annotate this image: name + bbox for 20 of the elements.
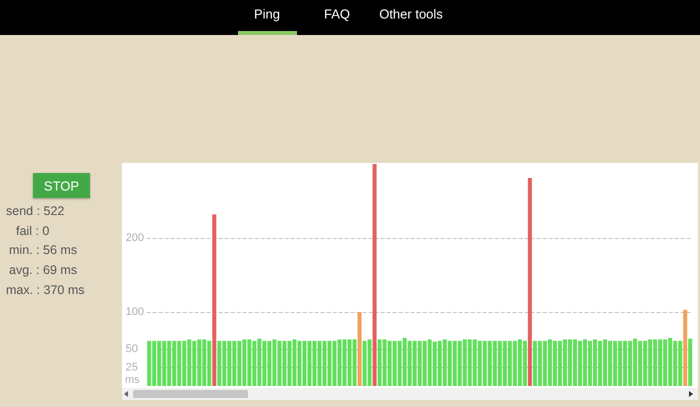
bar bbox=[212, 214, 216, 386]
text: Ping bbox=[254, 6, 280, 22]
bar bbox=[358, 312, 362, 386]
text: Other tools bbox=[379, 6, 443, 22]
y-tick-label: 200 bbox=[126, 232, 144, 244]
y-tick-label: 25 bbox=[126, 362, 138, 374]
bar bbox=[688, 338, 692, 386]
y-tick-label: 50 bbox=[126, 343, 138, 355]
text: avg. : 69 ms bbox=[9, 262, 78, 277]
bar bbox=[528, 178, 532, 386]
y-tick-label: 100 bbox=[126, 306, 144, 318]
text: send : 522 bbox=[6, 204, 64, 218]
stop-button: STOP bbox=[33, 173, 90, 198]
text: fail : 0 bbox=[16, 224, 50, 238]
text: FAQ bbox=[324, 6, 350, 22]
text: max. : 370 ms bbox=[6, 282, 84, 297]
y-axis-title: ms bbox=[124, 374, 140, 386]
bar bbox=[372, 164, 377, 386]
text: min. : 56 ms bbox=[9, 242, 78, 257]
bar bbox=[683, 310, 688, 386]
